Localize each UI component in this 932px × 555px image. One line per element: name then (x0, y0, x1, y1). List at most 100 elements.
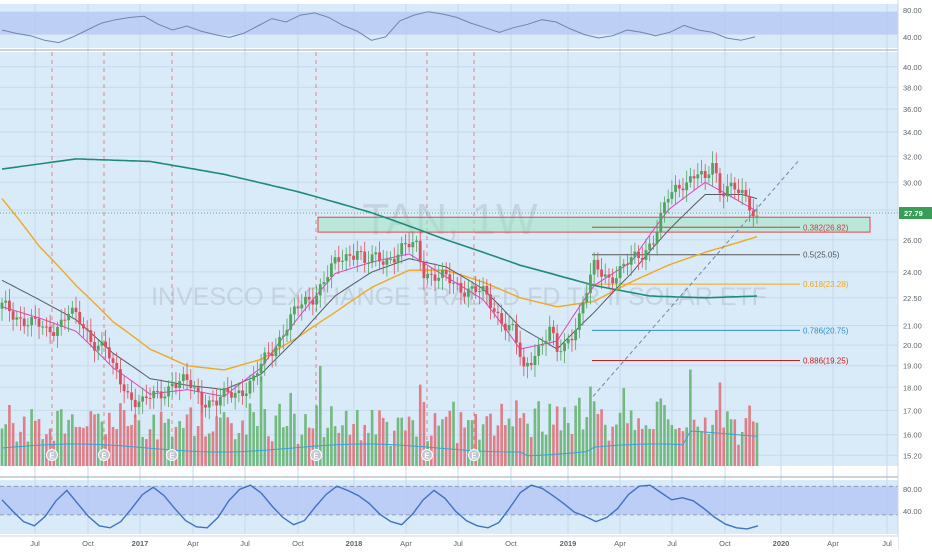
candle-body (85, 328, 89, 331)
volume-bar (4, 424, 8, 466)
last-price-box (899, 207, 932, 220)
candle-body (170, 383, 174, 387)
candle-body (681, 188, 685, 191)
candle-body (548, 326, 552, 341)
candle-body (278, 337, 281, 347)
volume-bar (437, 425, 441, 466)
volume-bar (470, 420, 474, 466)
volume-bar (740, 432, 744, 466)
candle-body (248, 380, 252, 394)
volume-bar (85, 426, 89, 466)
earnings-marker-label: E (49, 452, 55, 461)
candle-body (474, 286, 478, 293)
volume-bar (174, 427, 178, 466)
candle-body (463, 292, 467, 297)
price-tick-label: 32.00 (903, 152, 922, 161)
volume-bar (252, 412, 255, 466)
candle-body (341, 260, 344, 262)
volume-bar (207, 433, 211, 466)
candle-body (481, 286, 485, 292)
volume-bar (670, 424, 674, 466)
candle-body (252, 375, 256, 381)
time-axis-background (0, 536, 898, 550)
volume-bar (722, 427, 725, 466)
earnings-marker-circle (46, 449, 58, 461)
candle-body (500, 313, 504, 324)
volume-moving-average (1, 430, 758, 457)
moving-average-ma_teal (1, 158, 758, 299)
earnings-marker-label: E (424, 452, 430, 461)
volume-bar (259, 376, 263, 466)
volume-bar (330, 406, 333, 466)
candle-body (355, 251, 359, 260)
volume-bar (744, 418, 748, 466)
volume-bar (337, 432, 341, 466)
volume-bar (244, 434, 248, 466)
candle-body (93, 341, 96, 351)
resistance-zone[interactable] (317, 216, 871, 233)
candle-body (259, 363, 263, 374)
volume-bar (318, 366, 322, 466)
candle-body (422, 262, 426, 279)
volume-bar (552, 424, 555, 466)
volume-bar (607, 440, 611, 466)
volume-bar (241, 420, 244, 466)
candle-body (244, 393, 248, 396)
volume-bar (718, 382, 722, 466)
volume-bar (463, 427, 466, 466)
volume-bar (452, 401, 455, 466)
candle-body (270, 353, 274, 357)
candle-body (104, 341, 108, 348)
candle-body (707, 174, 711, 179)
volume-bar (389, 445, 392, 466)
candle-body (559, 351, 563, 353)
candle-body (107, 347, 111, 359)
candlesticks (0, 151, 759, 420)
volume-bar (655, 401, 659, 466)
volume-bar (163, 422, 167, 466)
candle-body (26, 325, 30, 327)
candle-body (82, 324, 85, 329)
volume-bar (100, 421, 104, 466)
volume-bar (233, 439, 237, 466)
price-axis[interactable]: 40.0038.0036.0034.0032.0030.0028.0026.00… (903, 63, 922, 461)
volume-bar (26, 441, 30, 466)
volume-bar (600, 409, 603, 466)
candle-body (526, 362, 529, 367)
volume-bar (370, 409, 374, 466)
candle-body (622, 263, 626, 267)
volume-bar (737, 444, 740, 466)
volume-bar (355, 410, 359, 466)
candle-body (459, 282, 463, 293)
price-tick-label: 17.00 (903, 406, 922, 415)
trendline[interactable] (592, 161, 799, 397)
volume-bar (348, 434, 352, 466)
candle-body (230, 392, 233, 398)
candle-body (677, 184, 681, 189)
volume-bar (696, 426, 700, 466)
volume-bar (700, 430, 703, 466)
volume-bar (130, 424, 133, 466)
candle-body (737, 189, 740, 194)
candle-body (22, 318, 26, 327)
candle-body (455, 282, 459, 284)
candle-body (326, 277, 330, 283)
candle-body (37, 318, 41, 327)
candle-body (119, 369, 122, 385)
time-tick-label: Oct (292, 539, 305, 548)
time-tick-label: Apr (827, 539, 839, 548)
resistance-zone-box (317, 216, 871, 233)
candle-body (215, 400, 219, 406)
time-axis[interactable]: Jul Oct 2017 Apr Jul Oct 2018 Apr Jul Oct 2019 Apr J… (0, 535, 898, 550)
candle-body (48, 326, 52, 333)
volume-bar (474, 414, 478, 466)
volume-bar (703, 417, 707, 466)
candle-body (444, 270, 448, 275)
candle-body (729, 182, 733, 187)
candle-body (122, 384, 126, 392)
volume-bar (93, 414, 96, 466)
candle-body (552, 326, 555, 334)
volume-bar (378, 410, 381, 466)
